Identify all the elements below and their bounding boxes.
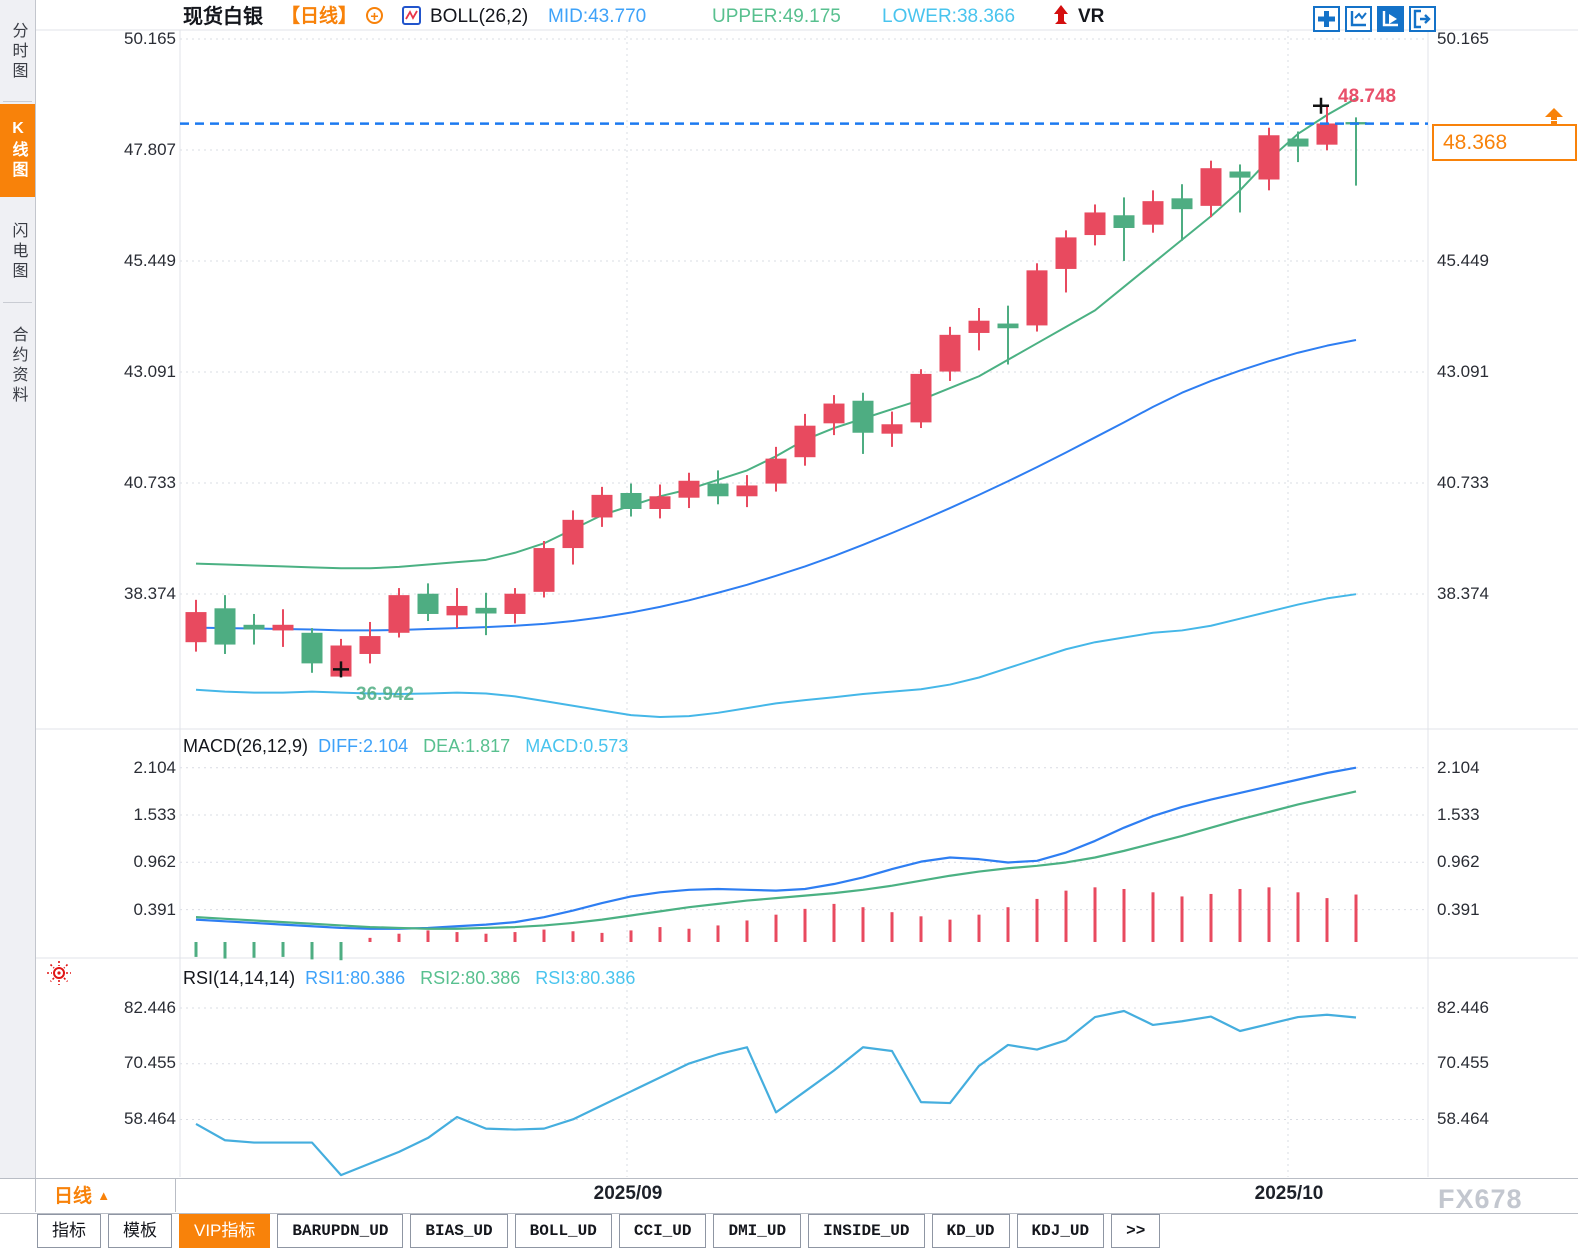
tab-boll-ud[interactable]: BOLL_UD [514,1214,612,1248]
macd-title[interactable]: MACD(26,12,9) [183,736,309,756]
current-price-box: 48.368 [1432,124,1577,161]
tab-dmi-ud[interactable]: DMI_UD [713,1214,802,1248]
time-axis: 日线 ▲ 2025/09 2025/10 [0,1178,1578,1214]
price-axis-label: 45.449 [124,251,176,270]
exit-tool-icon[interactable] [1409,6,1436,32]
boll-mid-value: MID:43.770 [548,6,647,27]
price-axis-label: 40.733 [124,473,176,492]
symbol-title: 现货白银 [183,6,263,28]
date-label-sep: 2025/09 [593,1183,663,1204]
macd-diff-value: DIFF:2.104 [318,736,409,756]
tab-more[interactable]: >> [1111,1214,1161,1248]
tab-inside-ud[interactable]: INSIDE_UD [808,1214,925,1248]
tab-template[interactable]: 模板 [108,1214,172,1248]
sidebar-item-lightning-chart[interactable]: 闪电图 [9,222,27,282]
tab-cci-ud[interactable]: CCI_UD [618,1214,707,1248]
expand-icon[interactable]: + [366,7,383,24]
sidebar-divider [3,101,32,102]
zoom-axis-icon[interactable] [1345,6,1372,32]
tab-bias-ud[interactable]: BIAS_UD [410,1214,508,1248]
period-selector[interactable]: 日线 ▲ [35,1179,176,1212]
macd-axis-label: 0.391 [133,900,176,919]
up-arrow-icon [1052,4,1070,33]
tab-indicator[interactable]: 指标 [37,1214,101,1248]
price-axis-label: 47.807 [124,140,176,159]
boll-upper-value: UPPER:49.175 [712,6,841,27]
tab-barupdn-ud[interactable]: BARUPDN_UD [277,1214,404,1248]
macd-macd-value: MACD:0.573 [525,736,629,756]
macd-axis-label: 2.104 [133,758,176,777]
main-chart-canvas[interactable] [0,0,1578,1212]
sidebar: 分时图 K线图 闪电图 合约资料 [0,0,36,1178]
indicator-tab-bar: 指标 模板 VIP指标 BARUPDN_UD BIAS_UD BOLL_UD C… [37,1214,1161,1250]
rsi-axis-label: 58.464 [1437,1109,1489,1128]
watermark: FX678 [1438,1184,1523,1214]
rsi2-value: RSI2:80.386 [420,968,521,988]
macd-axis-label: 1.533 [1437,805,1480,824]
macd-axis-label: 0.962 [1437,852,1480,871]
high-price-label: 48.748 [1338,86,1397,107]
tab-kdj-ud[interactable]: KDJ_UD [1016,1214,1105,1248]
sidebar-divider [3,302,32,303]
period-label[interactable]: 【日线】 [281,6,358,27]
macd-axis-label: 1.533 [133,805,176,824]
rsi-axis-label: 82.446 [1437,998,1489,1017]
scroll-to-latest-icon[interactable] [1543,108,1565,133]
price-axis-label: 43.091 [124,362,176,381]
rsi1-value: RSI1:80.386 [305,968,406,988]
playback-tool-icon[interactable] [1377,6,1404,32]
sidebar-item-kline-chart[interactable]: K线图 [0,104,35,197]
low-price-label: 36.942 [356,684,415,705]
price-axis-label: 50.165 [1437,29,1489,48]
boll-indicator-label[interactable]: BOLL(26,2) [430,6,529,27]
price-axis-label: 38.374 [1437,584,1489,603]
date-label-oct: 2025/10 [1254,1183,1324,1204]
macd-axis-label: 0.962 [133,852,176,871]
rsi-panel-header: RSI(14,14,14) RSI1:80.386 RSI2:80.386 RS… [183,968,635,989]
price-axis-label: 45.449 [1437,251,1489,270]
sidebar-item-time-chart[interactable]: 分时图 [9,22,27,82]
vr-indicator-label[interactable]: VR [1078,6,1105,27]
sun-icon[interactable] [46,960,72,991]
rsi-title[interactable]: RSI(14,14,14) [183,968,296,988]
tab-vip-indicator[interactable]: VIP指标 [179,1214,271,1248]
macd-axis-label: 0.391 [1437,900,1480,919]
rsi-axis-label: 70.455 [1437,1053,1489,1072]
price-axis-label: 38.374 [124,584,176,603]
price-axis-label: 50.165 [124,29,176,48]
macd-panel-header: MACD(26,12,9) DIFF:2.104 DEA:1.817 MACD:… [183,736,628,757]
macd-dea-value: DEA:1.817 [423,736,511,756]
rsi-axis-label: 58.464 [124,1109,176,1128]
rsi3-value: RSI3:80.386 [535,968,636,988]
tab-kd-ud[interactable]: KD_UD [931,1214,1010,1248]
price-axis-label: 43.091 [1437,362,1489,381]
chevron-up-icon: ▲ [97,1188,111,1203]
indicator-chart-icon [402,6,422,31]
rsi-axis-label: 70.455 [124,1053,176,1072]
rsi-axis-label: 82.446 [124,998,176,1017]
price-axis-label: 40.733 [1437,473,1489,492]
boll-lower-value: LOWER:38.366 [882,6,1016,27]
crosshair-tool-icon[interactable] [1313,6,1340,32]
macd-axis-label: 2.104 [1437,758,1480,777]
sidebar-item-contract-info[interactable]: 合约资料 [9,326,27,406]
period-selector-label: 日线 [54,1186,93,1207]
